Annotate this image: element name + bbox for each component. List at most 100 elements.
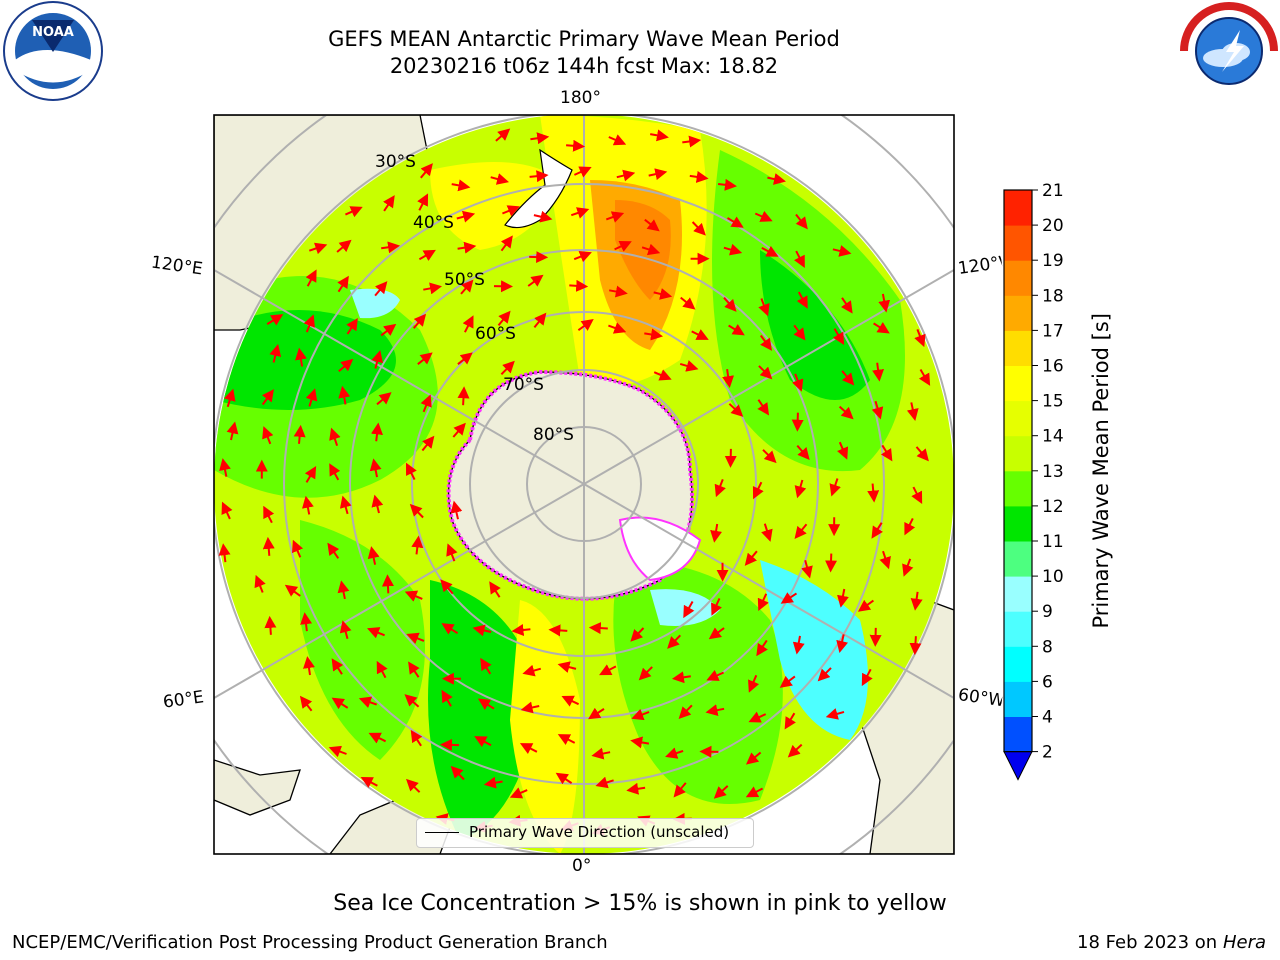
chart-subtitle: 20230216 t06z 144h fcst Max: 18.82 — [389, 54, 779, 78]
wave-arrow — [745, 751, 762, 765]
wave-arrow — [561, 695, 580, 707]
wave-arrow — [757, 593, 769, 612]
wave-arrow — [825, 708, 845, 720]
wave-arrow — [490, 173, 509, 185]
wave-arrow — [795, 213, 808, 230]
latitude-label-80s: 80°S — [533, 425, 574, 445]
wave-arrow — [412, 313, 427, 329]
latitude-label-60s: 60°S — [475, 324, 516, 344]
wave-arrow — [914, 329, 926, 348]
wave-arrow — [408, 661, 420, 678]
wave-arrow — [548, 624, 568, 637]
wave-arrow — [762, 449, 777, 464]
wave-arrow — [483, 776, 503, 789]
wave-arrow — [794, 523, 808, 539]
wave-arrow — [303, 656, 315, 676]
wave-arrow — [691, 329, 709, 340]
footer-date: 18 Feb 2023 on Hera — [1077, 932, 1266, 953]
wave-arrow — [358, 696, 378, 708]
meridian-label-180: 180° — [560, 88, 601, 108]
wave-arrow — [383, 195, 395, 212]
wave-arrow — [423, 282, 442, 295]
colorbar-segment — [1004, 190, 1032, 226]
colorbar-tick-label: 18 — [1042, 286, 1064, 306]
wave-arrow — [918, 368, 931, 386]
wave-arrow — [722, 369, 735, 389]
wave-arrow — [910, 591, 923, 611]
wave-arrow — [304, 466, 317, 483]
colorbar-segment — [1004, 576, 1032, 612]
chart-title: GEFS MEAN Antarctic Primary Wave Mean Pe… — [328, 27, 840, 51]
wave-arrow — [450, 765, 465, 781]
colorbar-tick-label: 8 — [1042, 637, 1053, 657]
wave-arrow — [474, 736, 492, 748]
wave-arrow — [758, 365, 773, 380]
wave-arrow — [671, 671, 691, 684]
wave-arrow — [409, 503, 424, 519]
wave-arrow — [502, 205, 520, 217]
wave-arrow — [588, 707, 605, 720]
wave-arrow — [522, 664, 542, 677]
colorbar-segment — [1004, 470, 1032, 507]
wave-arrow — [511, 624, 531, 636]
wave-arrow — [787, 743, 803, 758]
wave-arrow — [533, 312, 547, 329]
wave-arrow — [406, 632, 425, 644]
wave-arrow — [573, 251, 592, 263]
colorbar-tick-label: 14 — [1042, 427, 1064, 447]
wave-arrow — [566, 139, 586, 152]
map-legend: Primary Wave Direction (unscaled) — [416, 818, 754, 848]
wave-arrow — [418, 249, 436, 261]
wave-arrow — [529, 170, 549, 183]
wave-arrow — [360, 777, 378, 788]
wave-arrow — [591, 747, 611, 760]
wave-arrow — [757, 399, 770, 416]
footer-credit: NCEP/EMC/Verification Post Processing Pr… — [12, 932, 608, 953]
wave-arrow — [300, 612, 312, 632]
wave-arrow — [266, 314, 284, 326]
colorbar-segment — [1004, 681, 1032, 717]
wave-arrow — [837, 588, 849, 608]
wave-arrow — [339, 620, 352, 639]
wave-arrow — [221, 501, 233, 520]
wave-arrow — [745, 786, 764, 798]
wave-arrow — [328, 745, 347, 758]
wave-arrow — [796, 444, 810, 461]
wave-arrow — [648, 168, 668, 181]
wave-arrow — [904, 517, 916, 536]
colorbar-tick-label: 17 — [1042, 321, 1064, 341]
wave-arrow — [801, 559, 813, 579]
wave-arrow — [500, 235, 513, 252]
wave-arrow — [346, 317, 358, 335]
colorbar-extend-triangle — [1003, 751, 1033, 781]
wave-arrow — [879, 550, 891, 570]
wave-arrow — [832, 245, 852, 257]
colorbar-tick-label: 4 — [1042, 708, 1053, 728]
wave-arrow — [838, 405, 854, 420]
wave-arrow — [744, 550, 758, 566]
colorbar-segment — [1004, 505, 1032, 542]
wave-arrow — [873, 322, 890, 334]
wave-arrow — [791, 373, 804, 392]
wave-arrow — [711, 597, 722, 616]
wave-arrow — [653, 369, 672, 381]
wave-arrow — [327, 542, 340, 559]
wave-arrow — [705, 704, 725, 717]
colorbar-tick-label: 12 — [1042, 497, 1064, 517]
wave-arrow — [756, 639, 768, 657]
footer-date-text: 18 Feb 2023 on — [1077, 932, 1218, 953]
wave-arrow — [780, 592, 798, 604]
svg-text:NOAA: NOAA — [32, 25, 74, 40]
wave-arrow — [713, 785, 729, 799]
wave-arrow — [557, 734, 576, 745]
wave-arrow — [609, 285, 628, 298]
wave-arrow — [837, 441, 849, 460]
wave-arrow — [308, 242, 328, 255]
wave-arrow — [679, 360, 699, 372]
wave-arrow — [758, 298, 770, 317]
wave-arrow — [530, 132, 550, 145]
wave-arrow — [728, 324, 745, 336]
legend-label: Primary Wave Direction (unscaled) — [469, 823, 730, 841]
wave-arrow — [880, 444, 893, 462]
wave-arrow — [817, 667, 832, 682]
